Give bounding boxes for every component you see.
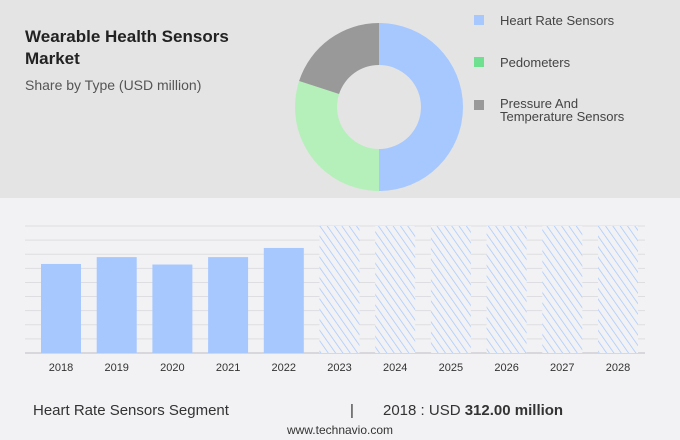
legend-swatch-pressure (474, 100, 484, 110)
legend-pedometers: Pedometers (500, 55, 571, 70)
year-label: 2018 : USD (383, 402, 461, 419)
separator: | (350, 402, 354, 419)
donut-slice-pressure-and-temperature-sensors (299, 22, 379, 95)
bar-2021 (208, 257, 249, 353)
x-tick-label: 2023 (327, 362, 351, 374)
forecast-bar-2027 (542, 226, 583, 353)
legend-pressure: Pressure And Temperature Sensors (500, 96, 625, 124)
forecast-bar-2026 (486, 226, 527, 353)
page-title: Wearable Health Sensors Market (25, 27, 229, 68)
x-tick-label: 2019 (104, 362, 128, 374)
legend-heart-rate: Heart Rate Sensors (500, 13, 615, 28)
source-url: www.technavio.com (286, 423, 394, 437)
bar-2022 (263, 247, 304, 353)
legend-swatch-pedometers (474, 57, 484, 67)
x-tick-label: 2024 (383, 362, 407, 374)
x-tick-label: 2025 (439, 362, 463, 374)
legend-swatch-heart-rate (474, 15, 484, 25)
forecast-bar-2028 (598, 226, 638, 353)
bar-2020 (152, 264, 193, 353)
x-tick-label: 2026 (494, 362, 518, 374)
forecast-bar-2023 (319, 226, 360, 353)
bar-2018 (41, 263, 81, 353)
x-tick-label: 2022 (272, 362, 296, 374)
segment-label: Heart Rate Sensors Segment (33, 402, 229, 419)
forecast-bar-2024 (375, 226, 416, 353)
x-tick-label: 2018 (49, 362, 73, 374)
x-tick-label: 2028 (606, 362, 630, 374)
forecast-bar-2025 (430, 226, 471, 353)
subtitle: Share by Type (USD million) (25, 77, 202, 93)
segment-value: 312.00 million (464, 402, 564, 419)
x-tick-label: 2020 (160, 362, 184, 374)
bar-2019 (96, 257, 137, 353)
x-tick-label: 2027 (550, 362, 574, 374)
x-tick-label: 2021 (216, 362, 240, 374)
donut-slice-heart-rate-sensors (379, 23, 463, 191)
donut-slice-pedometers (295, 81, 379, 191)
